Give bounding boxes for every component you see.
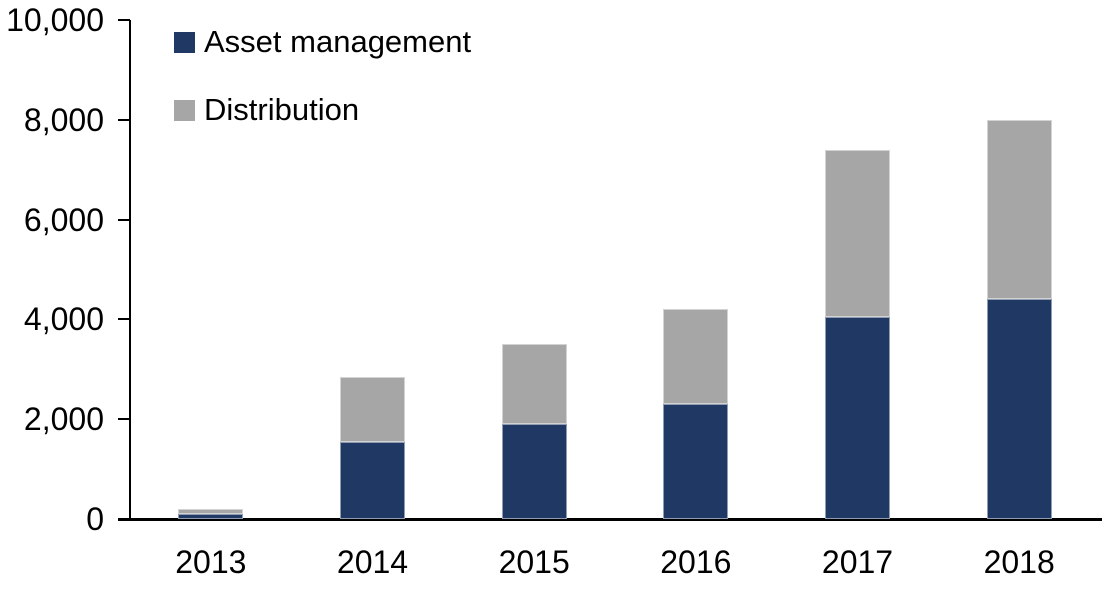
y-tick [118, 318, 130, 321]
bar-segment-distribution-2015 [501, 344, 567, 425]
y-tick-label-0: 0 [86, 501, 104, 537]
y-axis-line [129, 20, 131, 519]
y-tick-label-8-000: 8,000 [23, 101, 104, 138]
x-axis-line [118, 518, 1102, 521]
bar-segment-asset-management-2017 [825, 316, 890, 519]
bar-segment-asset-management-2016 [663, 404, 729, 519]
y-tick-label-4-000: 4,000 [23, 301, 104, 338]
y-tick [118, 418, 130, 421]
bar-2014 [340, 376, 405, 519]
legend: Asset management Distribution [174, 26, 471, 126]
bar-2013 [178, 509, 244, 519]
y-tick-label-10-000: 10,000 [6, 2, 104, 38]
bar-segment-asset-management-2014 [340, 441, 405, 519]
legend-label-distribution: Distribution [204, 92, 360, 127]
x-label-2018: 2018 [983, 544, 1055, 580]
bar-segment-asset-management-2018 [986, 299, 1052, 519]
bar-segment-asset-management-2015 [501, 424, 567, 519]
y-tick [118, 118, 130, 121]
y-tick [118, 218, 130, 221]
legend-item-asset-management: Asset management [174, 26, 471, 58]
bar-segment-distribution-2013 [178, 509, 244, 514]
x-label-2015: 2015 [498, 544, 570, 580]
y-tick-label-6-000: 6,000 [23, 201, 104, 238]
x-label-2016: 2016 [660, 544, 732, 580]
y-tick [118, 19, 130, 21]
bar-2018 [986, 119, 1052, 519]
legend-swatch-distribution [174, 99, 195, 121]
legend-item-distribution: Distribution [174, 94, 471, 126]
bar-segment-asset-management-2013 [178, 514, 244, 519]
bar-2015 [501, 344, 567, 519]
x-label-2017: 2017 [821, 544, 894, 580]
legend-swatch-asset-management [174, 31, 195, 53]
bar-2017 [825, 149, 890, 519]
bar-2016 [663, 309, 729, 519]
y-tick-label-2-000: 2,000 [23, 401, 104, 438]
bar-segment-distribution-2017 [825, 149, 890, 317]
x-label-2014: 2014 [336, 544, 409, 580]
bar-segment-distribution-2016 [663, 309, 729, 405]
legend-label-asset-management: Asset management [204, 24, 472, 59]
bar-segment-distribution-2014 [340, 376, 405, 442]
x-label-2013: 2013 [175, 544, 247, 580]
bar-segment-distribution-2018 [986, 119, 1052, 300]
y-tick [118, 518, 130, 520]
